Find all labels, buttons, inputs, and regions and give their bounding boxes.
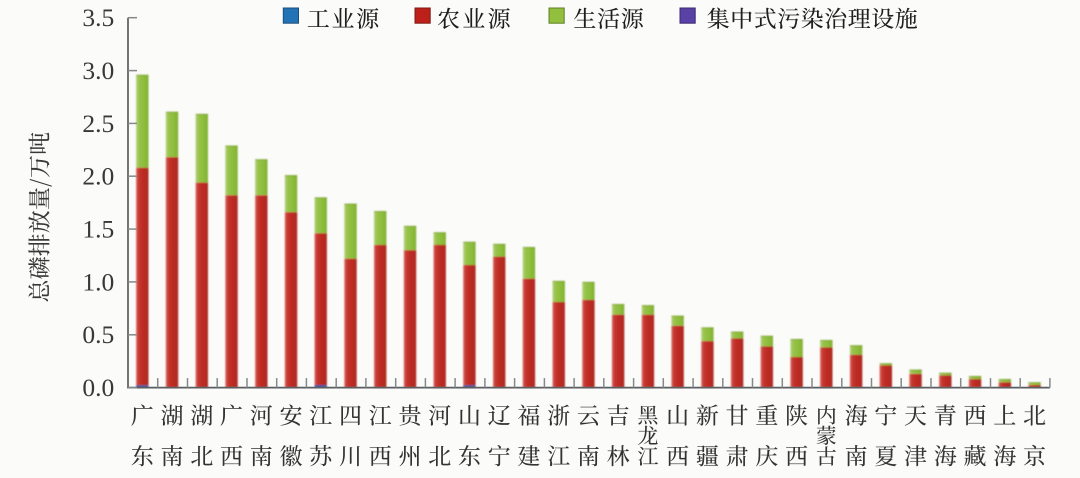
svg-text:2.0: 2.0 bbox=[82, 162, 114, 191]
svg-text:3.5: 3.5 bbox=[82, 3, 114, 32]
svg-text:0.0: 0.0 bbox=[82, 373, 114, 402]
svg-text:1.5: 1.5 bbox=[82, 215, 114, 244]
svg-text:0.5: 0.5 bbox=[82, 320, 114, 349]
svg-text:3.0: 3.0 bbox=[82, 56, 114, 85]
svg-text:2.5: 2.5 bbox=[82, 109, 114, 138]
svg-text:1.0: 1.0 bbox=[82, 267, 114, 296]
